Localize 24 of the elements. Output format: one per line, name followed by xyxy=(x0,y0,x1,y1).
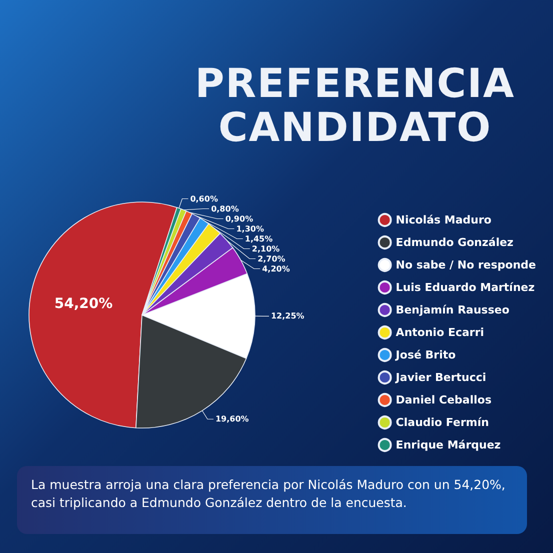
legend-label: José Brito xyxy=(394,348,456,362)
data-label: 0,60% xyxy=(190,194,218,204)
data-label: 4,20% xyxy=(262,264,290,274)
legend-label: Enrique Márquez xyxy=(396,438,501,452)
data-label: 2,10% xyxy=(252,244,280,254)
text: La muestra arroja una clara preferencia por Nicolás Maduro con un 54,20%, casi triplicando a Edmundo González dentro de la encuesta. xyxy=(17,466,527,534)
legend-label: Antonio Ecarri xyxy=(396,326,484,339)
legend-label: Javier Bertucci xyxy=(394,371,486,384)
data-label: 54,20% xyxy=(54,296,113,312)
legend-label: Claudio Fermín xyxy=(396,416,489,429)
legend-label: Daniel Ceballos xyxy=(396,394,492,406)
chart-title: PREFERENCIA CANDIDATO xyxy=(194,61,516,151)
data-label: 19,60% xyxy=(215,414,249,424)
legend-label: Luis Eduardo Martínez xyxy=(396,281,535,294)
data-label: 12,25% xyxy=(270,312,304,321)
data-label: 0,80% xyxy=(211,204,239,214)
legend-label: Benjamín Rausseo xyxy=(396,304,510,316)
legend-label: No sabe / No responde xyxy=(396,258,536,272)
data-label: 1,45% xyxy=(244,234,273,244)
data-label: 0,90% xyxy=(225,214,254,224)
legend-label: Nicolás Maduro xyxy=(396,214,492,226)
data-label: 2,70% xyxy=(258,254,286,264)
legend-label: Edmundo González xyxy=(396,236,514,249)
data-label: 1,30% xyxy=(236,224,264,234)
